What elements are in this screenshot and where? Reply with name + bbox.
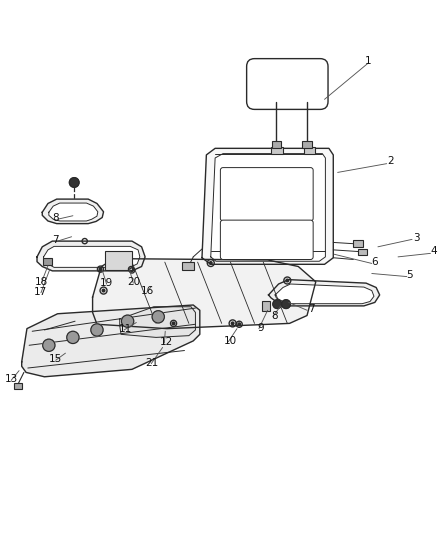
Polygon shape bbox=[92, 259, 315, 329]
FancyBboxPatch shape bbox=[246, 59, 327, 109]
Circle shape bbox=[172, 322, 174, 325]
Text: 20: 20 bbox=[127, 277, 140, 287]
Polygon shape bbox=[37, 241, 145, 271]
Circle shape bbox=[67, 332, 79, 344]
Circle shape bbox=[237, 323, 240, 326]
Polygon shape bbox=[21, 305, 199, 377]
Text: 7: 7 bbox=[52, 235, 59, 245]
FancyBboxPatch shape bbox=[270, 147, 283, 154]
Text: 8: 8 bbox=[270, 311, 277, 320]
Circle shape bbox=[231, 322, 233, 325]
FancyBboxPatch shape bbox=[357, 249, 366, 255]
FancyBboxPatch shape bbox=[271, 141, 281, 148]
Circle shape bbox=[121, 315, 134, 327]
Polygon shape bbox=[275, 284, 373, 304]
Circle shape bbox=[42, 339, 55, 351]
Circle shape bbox=[102, 289, 105, 292]
FancyBboxPatch shape bbox=[42, 258, 52, 265]
Text: 10: 10 bbox=[223, 336, 237, 346]
Circle shape bbox=[281, 300, 290, 309]
Circle shape bbox=[272, 300, 281, 309]
Text: 16: 16 bbox=[141, 286, 154, 296]
Circle shape bbox=[91, 324, 103, 336]
Text: 8: 8 bbox=[52, 213, 59, 223]
Text: 1: 1 bbox=[364, 56, 371, 66]
FancyBboxPatch shape bbox=[14, 383, 22, 390]
Text: 6: 6 bbox=[371, 257, 377, 267]
FancyBboxPatch shape bbox=[220, 167, 312, 221]
Text: 5: 5 bbox=[406, 270, 412, 280]
Polygon shape bbox=[43, 246, 140, 268]
Text: 4: 4 bbox=[430, 246, 436, 256]
Polygon shape bbox=[210, 154, 325, 261]
Polygon shape bbox=[42, 199, 103, 224]
Circle shape bbox=[152, 311, 164, 323]
FancyBboxPatch shape bbox=[304, 147, 314, 154]
Text: 15: 15 bbox=[49, 354, 62, 364]
Circle shape bbox=[69, 177, 79, 187]
Text: 7: 7 bbox=[307, 304, 314, 314]
Polygon shape bbox=[49, 203, 98, 221]
Text: 17: 17 bbox=[33, 287, 46, 297]
Text: 13: 13 bbox=[5, 374, 18, 384]
Polygon shape bbox=[120, 307, 195, 337]
FancyBboxPatch shape bbox=[220, 220, 312, 260]
FancyBboxPatch shape bbox=[352, 240, 363, 247]
Text: 12: 12 bbox=[159, 337, 172, 347]
Polygon shape bbox=[268, 280, 379, 306]
Circle shape bbox=[286, 279, 288, 282]
Text: 19: 19 bbox=[100, 278, 113, 288]
Circle shape bbox=[209, 262, 212, 264]
Circle shape bbox=[99, 268, 102, 270]
Polygon shape bbox=[201, 148, 332, 264]
Text: 21: 21 bbox=[145, 358, 159, 368]
FancyBboxPatch shape bbox=[181, 262, 194, 270]
FancyBboxPatch shape bbox=[301, 141, 311, 148]
Text: 9: 9 bbox=[257, 323, 264, 333]
Text: 3: 3 bbox=[412, 233, 419, 243]
FancyBboxPatch shape bbox=[105, 251, 132, 270]
Text: 11: 11 bbox=[119, 324, 132, 334]
FancyBboxPatch shape bbox=[261, 301, 270, 311]
Text: 2: 2 bbox=[386, 157, 392, 166]
Text: 18: 18 bbox=[34, 277, 47, 287]
